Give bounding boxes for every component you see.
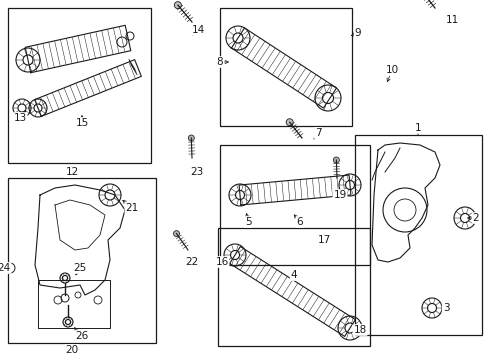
Text: 1: 1 bbox=[414, 123, 421, 133]
Circle shape bbox=[333, 157, 339, 163]
Bar bbox=[354, 135, 481, 335]
Text: 26: 26 bbox=[75, 331, 88, 341]
Text: 12: 12 bbox=[65, 167, 79, 177]
Text: 10: 10 bbox=[385, 65, 398, 75]
Bar bbox=[218, 228, 369, 346]
Text: 17: 17 bbox=[317, 235, 330, 245]
Text: 13: 13 bbox=[13, 113, 26, 123]
Text: 11: 11 bbox=[445, 15, 458, 25]
Text: 4: 4 bbox=[290, 270, 297, 280]
Bar bbox=[8, 8, 151, 163]
Text: 19: 19 bbox=[333, 190, 346, 200]
Bar bbox=[220, 8, 351, 126]
Text: 3: 3 bbox=[442, 303, 448, 313]
Text: 22: 22 bbox=[185, 257, 198, 267]
Text: 20: 20 bbox=[65, 345, 79, 355]
Text: 18: 18 bbox=[353, 325, 366, 335]
Text: 24: 24 bbox=[0, 263, 11, 273]
Circle shape bbox=[174, 2, 181, 9]
Bar bbox=[8, 178, 156, 343]
Text: 9: 9 bbox=[354, 28, 361, 38]
Text: 25: 25 bbox=[73, 263, 86, 273]
Text: 15: 15 bbox=[75, 118, 88, 128]
Text: 2: 2 bbox=[472, 213, 478, 223]
Text: 21: 21 bbox=[125, 203, 138, 213]
Text: 14: 14 bbox=[191, 25, 204, 35]
Bar bbox=[220, 145, 369, 265]
Text: 23: 23 bbox=[190, 167, 203, 177]
Text: 5: 5 bbox=[244, 217, 251, 227]
Circle shape bbox=[188, 135, 194, 141]
Text: 16: 16 bbox=[215, 257, 228, 267]
Text: 7: 7 bbox=[314, 128, 321, 138]
Text: 8: 8 bbox=[216, 57, 223, 67]
Circle shape bbox=[173, 231, 179, 237]
Text: 6: 6 bbox=[296, 217, 303, 227]
Circle shape bbox=[285, 119, 293, 126]
